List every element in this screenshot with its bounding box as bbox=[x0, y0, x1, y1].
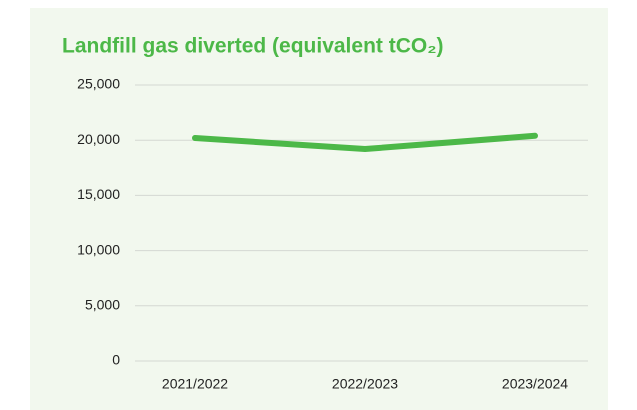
chart-title: Landfill gas diverted (equivalent tCO₂) bbox=[62, 35, 444, 58]
y-tick-label: 15,000 bbox=[77, 186, 120, 202]
y-tick-label: 10,000 bbox=[77, 241, 120, 257]
x-tick-label: 2022/2023 bbox=[332, 376, 398, 392]
x-tick-label: 2021/2022 bbox=[162, 376, 228, 392]
y-tick-label: 5,000 bbox=[85, 297, 120, 313]
data-line bbox=[192, 132, 538, 153]
y-tick-label: 0 bbox=[112, 352, 120, 368]
panel bbox=[30, 8, 608, 410]
y-tick-label: 25,000 bbox=[77, 76, 120, 92]
x-tick-label: 2023/2024 bbox=[502, 376, 568, 392]
y-tick-label: 20,000 bbox=[77, 131, 120, 147]
